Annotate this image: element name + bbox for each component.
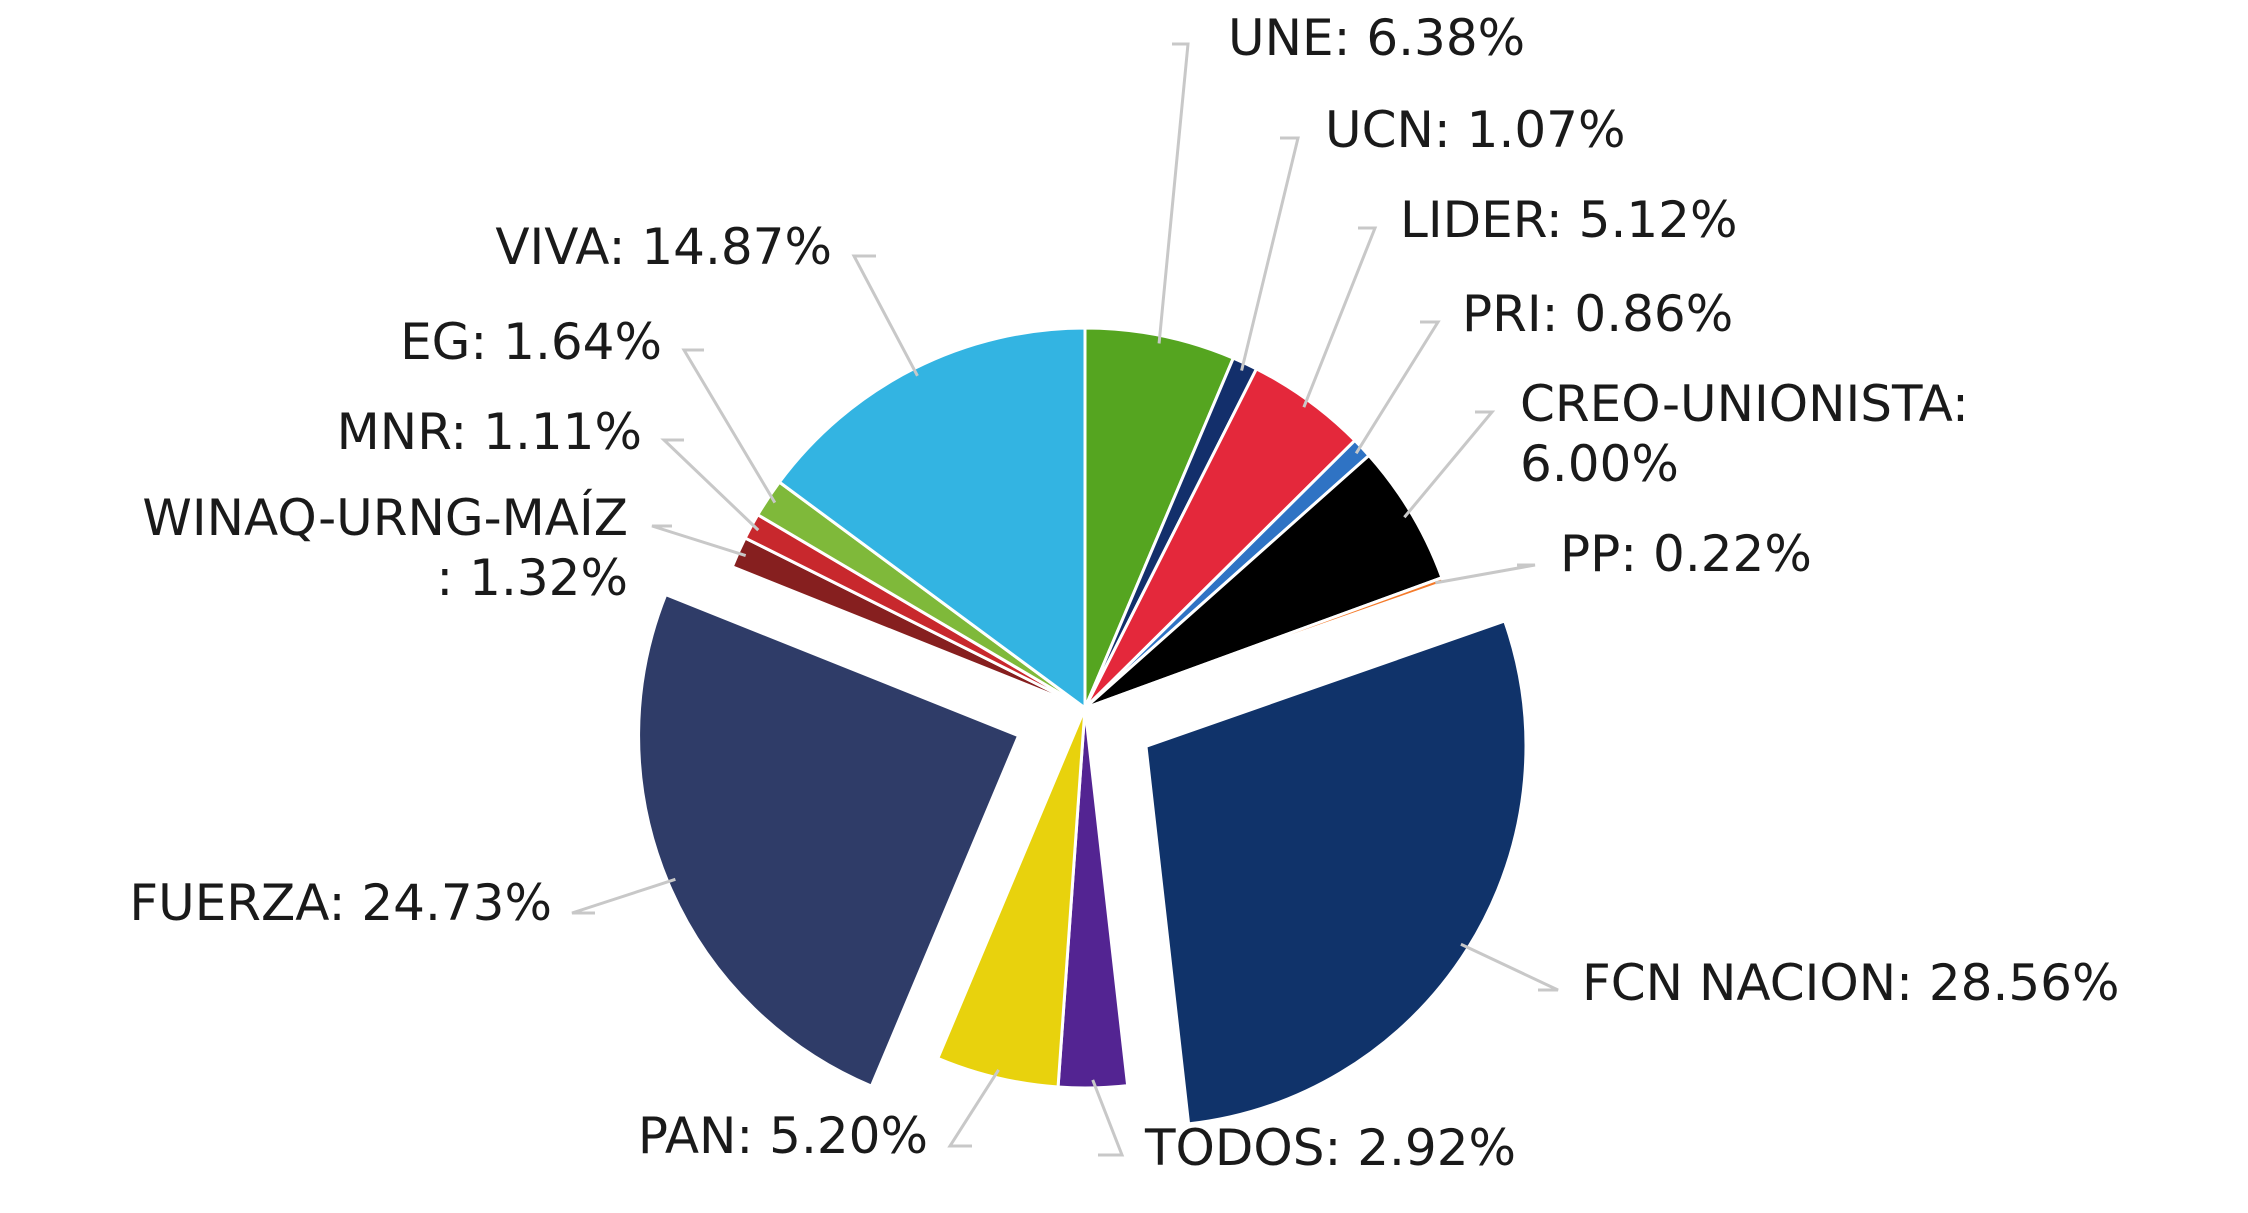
label-pri: PRI: 0.86% [1462,285,1733,343]
leader-line-fuerza [571,877,676,915]
leader-line-eg [681,348,777,504]
label-lider: LIDER: 5.12% [1400,191,1737,249]
leader-line-todos [1091,1079,1125,1157]
slice-creo-unionista[interactable] [1083,453,1444,710]
leader-line-lider [1302,226,1378,408]
leader-lines [571,42,1559,1157]
leader-line-pan [947,1069,1000,1148]
slice-pan[interactable] [936,706,1087,1089]
label-eg: EG: 1.64% [400,313,662,371]
leader-line-pri [1354,320,1441,455]
label-creo-unionista: CREO-UNIONISTA: 6.00% [1520,375,1969,493]
label-pan: PAN: 5.20% [638,1107,928,1165]
label-fuerza: FUERZA: 24.73% [129,874,552,932]
leader-line-ucn [1240,136,1300,371]
leader-line-pp [1435,563,1536,585]
leader-line-une [1157,42,1190,344]
label-une: UNE: 6.38% [1228,9,1525,67]
label-pp: PP: 0.22% [1560,525,1812,583]
leader-line-fcn-nacion [1460,942,1559,992]
label-viva: VIVA: 14.87% [495,218,832,276]
pie-slices [637,326,1528,1126]
label-mnr: MNR: 1.11% [337,403,642,461]
leader-line-creo-unionista [1403,410,1496,519]
leader-line-mnr [660,438,760,532]
label-winaq-urng-maiz: WINAQ-URNG-MAÍZ: 1.32% [142,488,628,607]
leader-line-winaq-urng-maiz [651,524,747,557]
label-fcn-nacion: FCN NACION: 28.56% [1582,954,2120,1012]
slice-labels: UNE: 6.38% UCN: 1.07% LIDER: 5.12% PRI: 0.8… [129,9,2119,1177]
slice-fcn-nacion[interactable] [1144,619,1528,1126]
label-ucn: UCN: 1.07% [1325,101,1626,159]
leader-line-viva [851,254,919,377]
label-todos: TODOS: 2.92% [1144,1119,1516,1177]
